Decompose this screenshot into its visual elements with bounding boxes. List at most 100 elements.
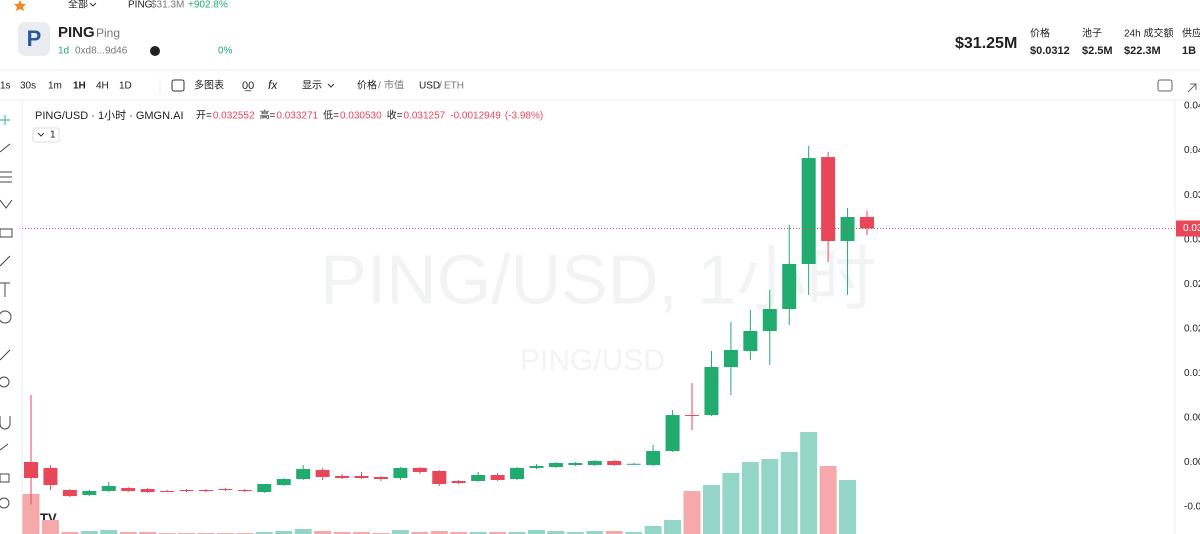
volume-bar <box>119 532 137 534</box>
candle-body <box>335 475 350 479</box>
change-pct: (-3.98%) <box>505 111 543 122</box>
expand-icon[interactable] <box>1187 83 1197 93</box>
y-tick-label: 0.01 <box>1184 368 1200 379</box>
ohlc-value: 0.031257 <box>404 111 446 122</box>
volume-bar <box>430 531 448 534</box>
camera-icon[interactable] <box>1157 79 1173 92</box>
interval[interactable]: 1s <box>0 81 11 92</box>
interval[interactable]: 1m <box>48 81 62 92</box>
y-tick-label: 0.00 <box>1184 413 1200 424</box>
watermark-small: PING/USD <box>520 344 665 377</box>
volume-bar <box>664 520 682 534</box>
volume-bar <box>625 532 643 534</box>
volume-bar <box>353 532 371 534</box>
stat-value: $2.5M <box>1082 45 1113 57</box>
candle-body <box>412 467 427 472</box>
candle-body <box>179 489 194 491</box>
candle-body <box>82 490 97 495</box>
candle-body <box>587 461 602 466</box>
y-tick-label: 0.03 <box>1184 190 1200 201</box>
token-logo <box>18 22 50 56</box>
candle-body <box>43 467 58 485</box>
candle-body <box>568 462 583 466</box>
drawing-tools[interactable] <box>0 115 13 509</box>
candle-body <box>762 308 777 332</box>
interval[interactable]: 30s <box>20 81 36 92</box>
volume-bar <box>469 532 487 534</box>
candle-body <box>62 489 77 497</box>
volume-bar <box>314 531 332 534</box>
eth-toggle[interactable]: ETH <box>444 81 464 92</box>
top-token[interactable]: PING <box>128 0 153 11</box>
volume-bar <box>702 485 720 534</box>
candle-body <box>432 470 447 485</box>
tab-all[interactable]: 全部 <box>68 0 88 11</box>
volume-bar <box>761 459 779 534</box>
candle-body <box>393 467 408 479</box>
interval[interactable]: 1H <box>73 81 86 92</box>
indicator-box[interactable] <box>32 127 60 143</box>
candle-body <box>276 479 291 485</box>
volume-bar <box>100 530 118 534</box>
add-icon[interactable] <box>171 79 185 92</box>
volume-bar <box>839 480 857 534</box>
volume-bar <box>255 532 273 534</box>
volume-bar <box>275 531 293 534</box>
volume-bar <box>547 531 565 534</box>
y-tick-label: 0.04 <box>1184 101 1200 112</box>
volume-bar <box>722 473 740 534</box>
candle-body <box>24 461 38 479</box>
candle-body <box>704 367 719 416</box>
usd-toggle[interactable]: USD <box>419 81 440 92</box>
candle-body <box>840 217 855 242</box>
candle-body <box>510 467 525 480</box>
candle-body <box>160 490 175 492</box>
candle-body <box>121 488 136 491</box>
mcap-toggle[interactable]: 市值 <box>384 79 404 92</box>
last-price-tag <box>1176 220 1200 237</box>
token-symbol: PING <box>58 24 95 41</box>
candle-body <box>354 475 369 479</box>
display[interactable]: 显示 <box>302 80 322 92</box>
volume-bar <box>450 532 468 534</box>
volume-bar <box>80 531 98 534</box>
volume-bar <box>527 530 545 534</box>
multi-chart[interactable]: 多图表 <box>194 79 224 92</box>
candle-body <box>529 466 544 468</box>
interval[interactable]: 1D <box>119 81 132 92</box>
volume-bar <box>605 531 623 534</box>
star-icon[interactable] <box>14 0 26 11</box>
stat-label: 供应 <box>1182 27 1200 40</box>
ohlc-key: 低= <box>323 109 339 122</box>
candle-body <box>782 263 797 309</box>
volume-bar <box>819 466 837 534</box>
ohlc-value: 0.030530 <box>340 111 382 122</box>
token-age: 1d <box>58 46 69 57</box>
volume-bar <box>741 462 759 534</box>
indicator-icon[interactable]: 0̲0 <box>242 80 254 92</box>
candle-body <box>743 331 758 351</box>
interval[interactable]: 4H <box>96 81 109 92</box>
candle-body <box>626 463 641 465</box>
stat-label: 价格 <box>1030 27 1050 40</box>
volume-bar <box>489 532 507 534</box>
volume-bar <box>139 532 157 534</box>
stat-label: 24h 成交额 <box>1124 27 1173 40</box>
ohlc-key: 开= <box>196 111 212 122</box>
slash: / <box>378 81 381 92</box>
volume-bar <box>22 494 40 534</box>
price-toggle[interactable]: 价格 <box>357 79 377 92</box>
holders-pct: 0% <box>218 46 233 57</box>
candle-body <box>860 216 874 229</box>
candle-body <box>315 470 330 477</box>
token-address[interactable]: 0xd8...9d46 <box>75 46 128 57</box>
market-cap: $31.25M <box>955 35 1017 52</box>
fx-icon[interactable]: fx <box>268 78 278 92</box>
volume-bar <box>566 532 584 534</box>
volume-bar <box>41 520 59 534</box>
slash: / <box>439 81 442 92</box>
volume-bar <box>508 532 526 534</box>
icon[interactable] <box>150 46 160 56</box>
